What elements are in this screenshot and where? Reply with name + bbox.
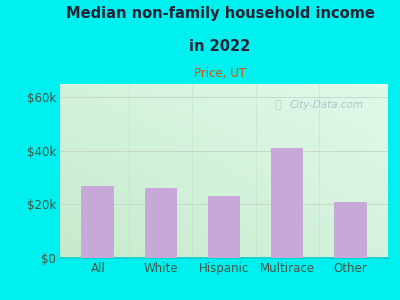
- Text: in 2022: in 2022: [189, 39, 251, 54]
- Bar: [208, 196, 240, 258]
- Bar: [144, 188, 177, 258]
- Text: ⦿: ⦿: [275, 100, 282, 110]
- Bar: [271, 148, 304, 258]
- Bar: [334, 202, 366, 258]
- Text: Price, UT: Price, UT: [194, 68, 246, 80]
- Text: City-Data.com: City-Data.com: [290, 100, 364, 110]
- Bar: [82, 186, 114, 258]
- Text: Median non-family household income: Median non-family household income: [66, 6, 374, 21]
